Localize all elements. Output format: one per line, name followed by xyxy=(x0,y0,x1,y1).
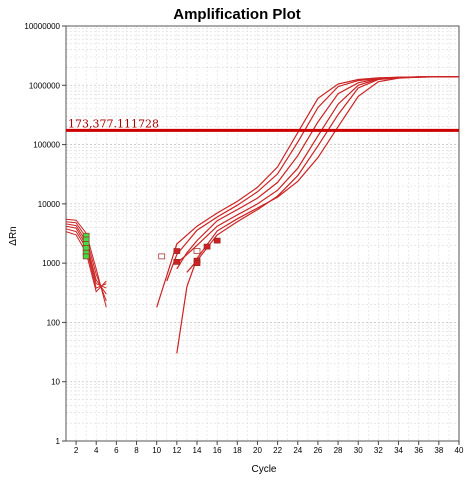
plot-frame xyxy=(65,25,460,442)
x-tick-label: 28 xyxy=(334,446,343,455)
x-tick-label: 38 xyxy=(434,446,443,455)
x-tick-label: 24 xyxy=(293,446,302,455)
x-tick-label: 22 xyxy=(273,446,282,455)
threshold: 173,377.111728 xyxy=(66,117,459,132)
y-axis-title: ΔRn xyxy=(8,226,19,245)
x-tick-label: 34 xyxy=(394,446,403,455)
data-marker xyxy=(158,253,166,260)
data-marker xyxy=(82,245,90,251)
data-marker xyxy=(193,248,201,254)
x-tick-label: 40 xyxy=(455,446,464,455)
x-axis-title: Cycle xyxy=(251,464,276,475)
markers xyxy=(82,232,221,266)
plot-area xyxy=(66,26,459,441)
y-tick-label: 1000 xyxy=(42,259,60,268)
x-tick-label: 30 xyxy=(354,446,363,455)
x-tick-label: 36 xyxy=(414,446,423,455)
y-tick-label: 10000 xyxy=(38,200,61,209)
data-marker xyxy=(173,259,181,265)
y-tick-label: 10 xyxy=(51,378,60,387)
data-marker xyxy=(203,243,211,250)
data-marker xyxy=(82,253,90,260)
threshold-label: 173,377.111728 xyxy=(68,117,159,130)
y-tick-label: 100 xyxy=(47,318,61,327)
x-tick-label: 6 xyxy=(114,446,119,455)
x-tick-label: 12 xyxy=(172,446,181,455)
data-marker xyxy=(193,260,201,266)
x-tick-label: 26 xyxy=(313,446,322,455)
x-tick-label: 20 xyxy=(253,446,262,455)
x-tick-label: 32 xyxy=(374,446,383,455)
y-tick-label: 1000000 xyxy=(29,81,61,90)
x-tick-label: 2 xyxy=(74,446,79,455)
y-tick-label: 1 xyxy=(56,437,61,446)
chart-title: Amplification Plot xyxy=(173,6,301,23)
y-tick-label: 10000000 xyxy=(24,22,60,31)
y-tick-label: 100000 xyxy=(33,141,60,150)
series-line-amplification xyxy=(186,76,460,273)
x-tick-label: 10 xyxy=(152,446,161,455)
x-tick-label: 4 xyxy=(94,446,99,455)
data-marker xyxy=(213,237,221,244)
x-tick-label: 8 xyxy=(134,446,139,455)
x-tick-label: 14 xyxy=(193,446,202,455)
x-tick-label: 18 xyxy=(233,446,242,455)
data-marker xyxy=(173,248,181,254)
grid xyxy=(65,25,460,442)
x-tick-label: 16 xyxy=(213,446,222,455)
